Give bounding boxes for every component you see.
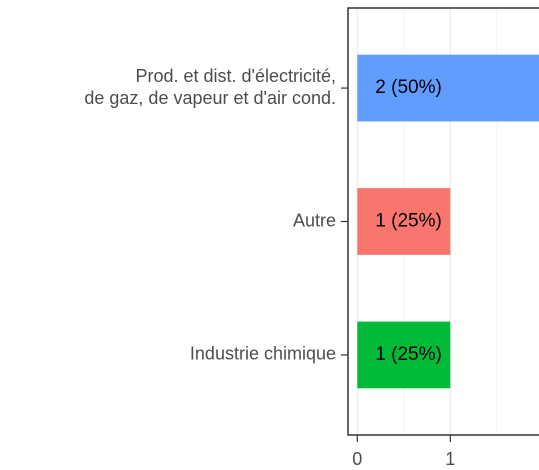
x-tick-label: 1 xyxy=(445,449,455,469)
panel-border xyxy=(347,7,539,436)
y-tick-label: Prod. et dist. d'électricité, de gaz, de … xyxy=(84,66,336,108)
bar xyxy=(357,54,539,122)
bar xyxy=(357,321,451,389)
value-label: 1 (25%) xyxy=(375,211,442,232)
y-tick-label: Industrie chimique xyxy=(190,344,336,364)
value-label: 1 (25%) xyxy=(375,344,442,365)
value-label: 2 (50%) xyxy=(375,77,442,98)
bar xyxy=(357,188,451,255)
y-tick-label: Autre xyxy=(293,210,336,230)
x-tick-label: 0 xyxy=(352,449,362,469)
